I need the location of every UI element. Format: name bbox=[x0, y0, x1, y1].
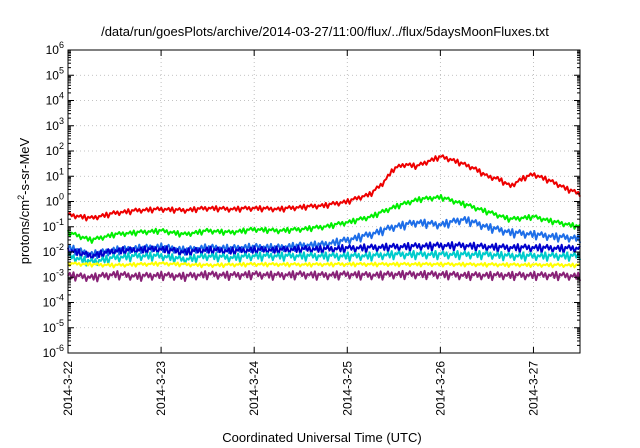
series-line-4 bbox=[67, 241, 581, 261]
x-tick-label: 2014-3-22 bbox=[61, 361, 75, 416]
x-axis-label: Coordinated Universal Time (UTC) bbox=[222, 430, 421, 445]
y-tick-label: 10-4 bbox=[43, 293, 64, 310]
x-tick-label: 2014-3-24 bbox=[247, 361, 261, 416]
series-line-6 bbox=[67, 261, 581, 269]
y-axis-label-post: -s-sr-MeV bbox=[17, 137, 32, 194]
y-tick-labels: 10-6 10-5 10-4 10-3 10-2 10-1 100 101 102 103 104 1… bbox=[43, 40, 64, 360]
series-line-2 bbox=[67, 194, 581, 244]
y-tick-label: 102 bbox=[46, 141, 64, 158]
y-tick-label: 10-6 bbox=[43, 343, 64, 360]
y-axis-label-pre: protons/cm bbox=[17, 200, 32, 264]
x-tick-label: 2014-3-25 bbox=[340, 361, 354, 416]
series-group bbox=[67, 154, 581, 283]
y-axis-label: protons/cm2-s-sr-MeV bbox=[16, 137, 32, 264]
y-tick-label: 103 bbox=[46, 116, 64, 133]
y-axis-label-sup: 2 bbox=[16, 195, 26, 200]
series-line-5 bbox=[67, 250, 581, 267]
y-tick-label: 10-3 bbox=[43, 267, 64, 284]
axis-ticks bbox=[67, 49, 580, 354]
y-tick-label: 10-5 bbox=[43, 318, 64, 335]
y-tick-label: 10-2 bbox=[43, 242, 64, 259]
x-tick-label: 2014-3-27 bbox=[526, 361, 540, 416]
series-line-7 bbox=[67, 269, 581, 283]
series-line-1 bbox=[67, 154, 581, 222]
grid bbox=[68, 50, 580, 353]
y-tick-label: 106 bbox=[46, 40, 64, 57]
x-tick-labels: 2014-3-22 2014-3-23 2014-3-24 2014-3-25 2014… bbox=[61, 361, 540, 416]
y-tick-label: 105 bbox=[46, 65, 64, 82]
x-tick-label: 2014-3-26 bbox=[433, 361, 447, 416]
y-tick-label: 101 bbox=[46, 166, 64, 183]
chart-title: /data/run/goesPlots/archive/2014-03-27/1… bbox=[101, 24, 549, 39]
y-tick-label: 100 bbox=[46, 192, 64, 209]
x-tick-label: 2014-3-23 bbox=[154, 361, 168, 416]
y-tick-label: 104 bbox=[46, 91, 64, 108]
y-tick-label: 10-1 bbox=[43, 217, 64, 234]
